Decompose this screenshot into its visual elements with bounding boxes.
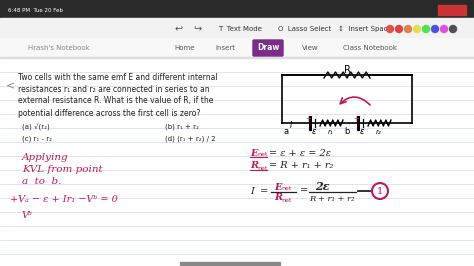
Text: +: +: [305, 116, 311, 122]
Bar: [0, 0, 474, 18]
Text: r₂: r₂: [376, 129, 382, 135]
Text: E: E: [250, 148, 257, 157]
Text: (d) (r₁ + r₂) / 2: (d) (r₁ + r₂) / 2: [165, 136, 216, 142]
Circle shape: [449, 26, 456, 32]
Text: Insert: Insert: [215, 45, 235, 51]
Text: I: I: [290, 122, 292, 131]
Text: <: <: [6, 80, 15, 90]
Text: resistances r₁ and r₂ are connected in series to an: resistances r₁ and r₂ are connected in s…: [18, 85, 210, 94]
Text: Class Notebook: Class Notebook: [343, 45, 397, 51]
Circle shape: [431, 26, 438, 32]
Text: b: b: [344, 127, 349, 135]
Text: net: net: [281, 186, 292, 192]
Text: r₁: r₁: [328, 129, 334, 135]
Text: net: net: [257, 152, 267, 157]
Text: = R + r₁ + r₂: = R + r₁ + r₂: [269, 161, 333, 171]
Text: T  Text Mode: T Text Mode: [218, 26, 262, 32]
Text: Two cells with the same emf E and different internal: Two cells with the same emf E and differ…: [18, 73, 218, 81]
Text: Home: Home: [175, 45, 195, 51]
FancyBboxPatch shape: [253, 40, 283, 56]
Text: ε: ε: [360, 127, 365, 136]
Text: net: net: [257, 165, 267, 171]
Text: Hrash's Notebook: Hrash's Notebook: [28, 45, 90, 51]
Circle shape: [422, 26, 429, 32]
Bar: [0, 57, 474, 58]
Text: 2ε: 2ε: [315, 181, 329, 192]
Text: net: net: [281, 197, 292, 202]
Text: ε: ε: [312, 127, 317, 136]
Text: potential difference across the first cell is zero?: potential difference across the first ce…: [18, 109, 201, 118]
Text: (c) r₁ - r₂: (c) r₁ - r₂: [22, 136, 52, 142]
Text: Applying: Applying: [22, 152, 69, 161]
Text: R: R: [274, 193, 282, 202]
Circle shape: [440, 26, 447, 32]
Text: external resistance R. What is the value of R, if the: external resistance R. What is the value…: [18, 97, 213, 106]
Text: 6:48 PM  Tue 20 Feb: 6:48 PM Tue 20 Feb: [8, 7, 63, 13]
Text: ↩: ↩: [175, 24, 183, 34]
Text: R + r₁ + r₂: R + r₁ + r₂: [309, 195, 355, 203]
Text: I  =: I =: [250, 186, 268, 196]
Bar: [0, 58, 474, 266]
Text: +: +: [353, 116, 359, 122]
Text: R: R: [250, 161, 258, 171]
Text: 1: 1: [377, 186, 383, 196]
Bar: [438, 5, 466, 15]
Text: Vᵇ: Vᵇ: [22, 210, 33, 219]
Text: +Vₐ − ε + Ir₁ −Vᵇ = 0: +Vₐ − ε + Ir₁ −Vᵇ = 0: [10, 196, 118, 205]
Text: (a) √(r₂): (a) √(r₂): [22, 123, 50, 131]
Text: E: E: [274, 182, 282, 192]
Circle shape: [413, 26, 420, 32]
Text: View: View: [301, 45, 319, 51]
Text: =: =: [300, 186, 308, 196]
Text: R: R: [344, 65, 350, 75]
Text: KVL from point: KVL from point: [22, 164, 103, 173]
Circle shape: [386, 26, 393, 32]
Circle shape: [395, 26, 402, 32]
Bar: [0, 38, 474, 58]
Text: ↪: ↪: [193, 24, 201, 34]
Bar: [180, 262, 280, 265]
Circle shape: [404, 26, 411, 32]
Text: ↕  Insert Space: ↕ Insert Space: [338, 26, 392, 32]
Text: = ε + ε = 2ε: = ε + ε = 2ε: [269, 148, 331, 157]
Text: Draw: Draw: [257, 44, 279, 52]
Bar: [0, 18, 474, 38]
Text: 34%: 34%: [454, 7, 466, 13]
Text: a: a: [284, 127, 289, 135]
Text: a  to  b.: a to b.: [22, 177, 61, 185]
Text: (b) r₁ + r₂: (b) r₁ + r₂: [165, 124, 199, 130]
Text: O  Lasso Select: O Lasso Select: [278, 26, 331, 32]
